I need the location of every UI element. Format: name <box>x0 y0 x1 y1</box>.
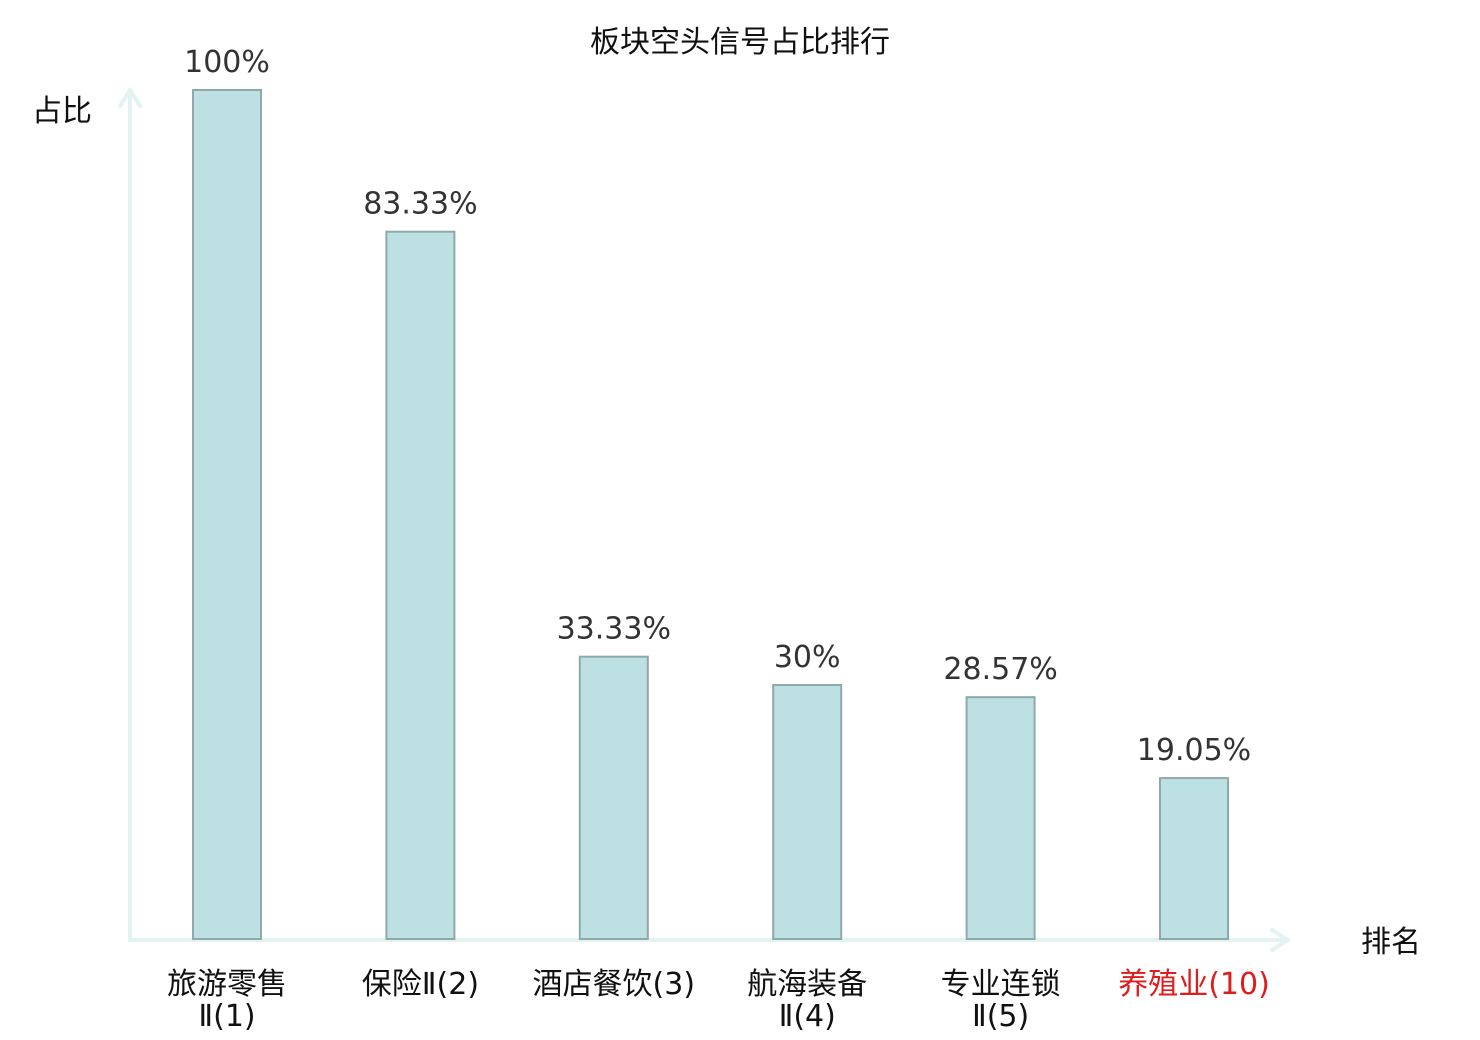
x-axis-label: 排名 <box>1361 925 1421 960</box>
bars-group <box>192 89 1229 941</box>
bar-value-label: 83.33% <box>363 187 477 222</box>
bar-value-label: 33.33% <box>557 612 671 647</box>
category-label: 旅游零售 <box>167 967 287 1002</box>
bar-value-label: 19.05% <box>1137 733 1251 768</box>
x-axis-arrow <box>1270 928 1290 952</box>
bar <box>192 89 262 940</box>
bar <box>578 655 649 940</box>
category-label: 养殖业(10) <box>1118 967 1270 1002</box>
category-label: 保险Ⅱ(2) <box>362 967 479 1002</box>
bar-value-label: 100% <box>184 45 270 80</box>
bar <box>385 230 456 940</box>
category-label: 酒店餐饮(3) <box>533 967 696 1002</box>
bar <box>772 684 843 940</box>
category-label: 专业连锁 <box>941 967 1061 1002</box>
bar-value-label: 30% <box>774 640 841 675</box>
chart-title: 板块空头信号占比排行 <box>590 25 890 60</box>
y-axis-label: 占比 <box>32 94 92 129</box>
category-label: Ⅱ(1) <box>198 999 255 1034</box>
category-label: Ⅱ(4) <box>779 999 836 1034</box>
value-labels-group: 100% 83.33% 33.33% 30% 28.57% 19.05% <box>184 45 1251 768</box>
bar-value-label: 28.57% <box>943 652 1057 687</box>
y-axis-arrow <box>118 88 142 108</box>
bar <box>965 696 1036 941</box>
bar <box>1159 777 1229 941</box>
category-label: Ⅱ(5) <box>972 999 1029 1034</box>
axes <box>118 88 1290 952</box>
category-label: 航海装备 <box>747 967 867 1002</box>
